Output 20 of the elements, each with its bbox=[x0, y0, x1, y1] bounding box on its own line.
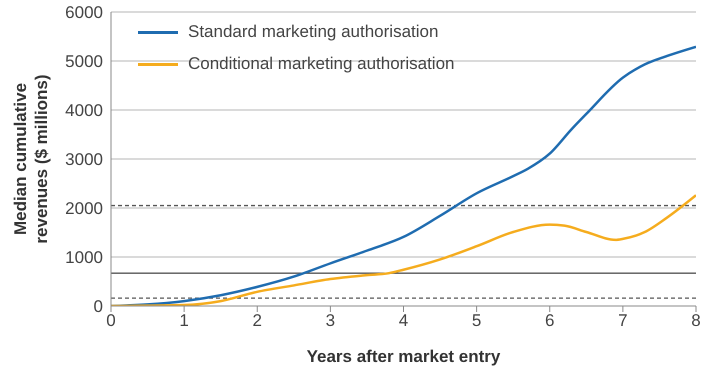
y-tick-label: 5000 bbox=[65, 52, 103, 72]
y-tick-label: 6000 bbox=[65, 3, 103, 22]
y-axis-title: Median cumulative revenues ($ millions) bbox=[11, 74, 51, 244]
x-tick-label: 6 bbox=[545, 311, 554, 330]
x-tick-label: 2 bbox=[252, 311, 262, 330]
y-tick-label: 3000 bbox=[65, 150, 103, 170]
y-tick-label: 0 bbox=[94, 297, 103, 316]
legend-label: Conditional marketing authorisation bbox=[188, 53, 454, 75]
x-axis-title: Years after market entry bbox=[306, 347, 501, 366]
legend-label: Standard marketing authorisation bbox=[188, 21, 438, 43]
x-tick-label: 7 bbox=[618, 311, 628, 330]
x-tick-label: 5 bbox=[472, 311, 482, 330]
x-tick-label: 4 bbox=[398, 311, 408, 330]
y-tick-label: 2000 bbox=[65, 199, 103, 218]
x-tick-label: 0 bbox=[106, 311, 116, 330]
x-tick-label: 1 bbox=[179, 311, 189, 330]
y-tick-label: 1000 bbox=[65, 248, 103, 268]
y-tick-label: 4000 bbox=[65, 101, 103, 120]
x-tick-label: 8 bbox=[691, 311, 701, 330]
x-tick-label: 3 bbox=[326, 311, 336, 330]
